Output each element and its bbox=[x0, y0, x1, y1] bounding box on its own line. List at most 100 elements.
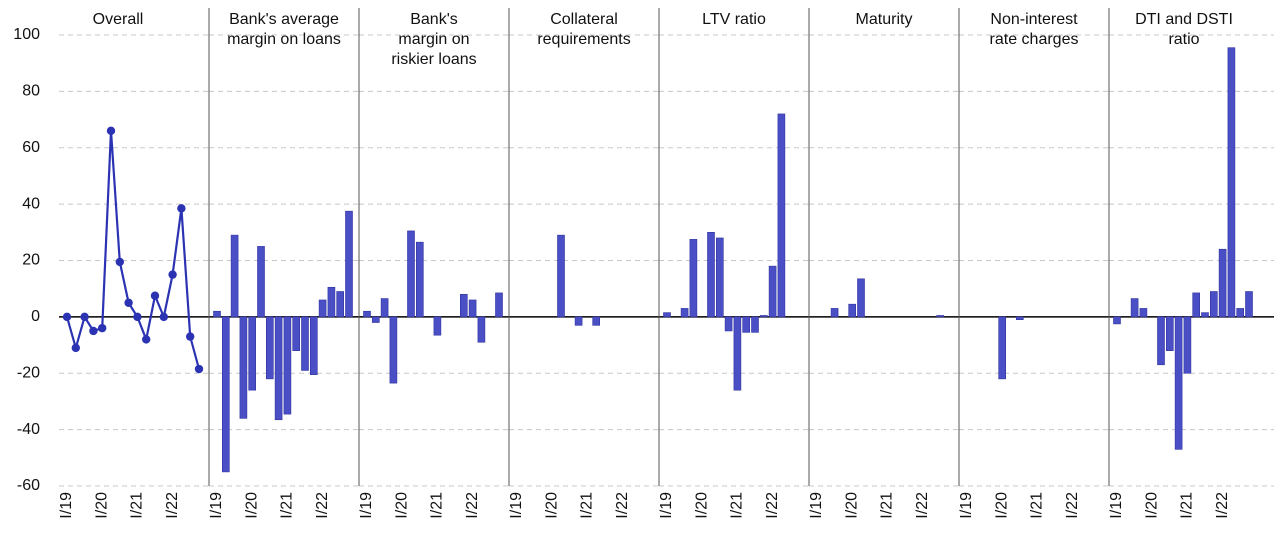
bar bbox=[407, 230, 415, 318]
bar bbox=[707, 232, 715, 318]
x-tick-label: I/22 bbox=[764, 492, 781, 519]
x-tick-label: I/19 bbox=[508, 492, 525, 519]
bar bbox=[1210, 291, 1218, 318]
x-tick-label: I/22 bbox=[914, 492, 931, 519]
bar bbox=[848, 303, 857, 318]
bar bbox=[327, 286, 336, 318]
bar bbox=[689, 239, 698, 318]
bar bbox=[336, 291, 345, 318]
x-tick-label: I/19 bbox=[808, 492, 825, 519]
x-tick-label: I/19 bbox=[1108, 492, 1125, 519]
bar bbox=[857, 278, 865, 318]
x-tick-label: I/21 bbox=[579, 492, 596, 519]
panel-title: margin on bbox=[398, 31, 469, 48]
point bbox=[115, 257, 125, 267]
x-tick-label: I/19 bbox=[208, 492, 225, 519]
x-tick-label: I/22 bbox=[1064, 492, 1081, 519]
bar bbox=[213, 310, 221, 318]
panel-title: LTV ratio bbox=[702, 11, 766, 28]
bar bbox=[1236, 308, 1244, 318]
bar bbox=[1130, 298, 1139, 318]
x-tick-label: I/22 bbox=[314, 492, 331, 519]
panel-title: DTI and DSTI bbox=[1135, 11, 1233, 28]
x-tick-label: I/20 bbox=[243, 492, 260, 519]
point bbox=[194, 364, 204, 374]
x-tick-label: I/21 bbox=[129, 492, 146, 519]
panel-title: margin on loans bbox=[227, 31, 341, 48]
x-tick-label: I/21 bbox=[1029, 492, 1046, 519]
bar bbox=[1218, 248, 1227, 318]
point bbox=[89, 326, 98, 336]
point bbox=[186, 332, 195, 341]
x-tick-label: I/22 bbox=[164, 492, 181, 519]
bar bbox=[433, 316, 442, 336]
bar bbox=[742, 316, 751, 333]
x-tick-label: I/21 bbox=[1179, 492, 1196, 519]
bar bbox=[389, 316, 398, 384]
panel-title: requirements bbox=[537, 31, 630, 48]
bar bbox=[1183, 316, 1192, 374]
x-tick-label: I/22 bbox=[464, 492, 481, 519]
y-tick-label: 60 bbox=[22, 139, 40, 156]
x-tick-label: I/20 bbox=[693, 492, 710, 519]
point bbox=[62, 312, 72, 322]
y-tick-label: 0 bbox=[31, 308, 40, 325]
x-tick-label: I/20 bbox=[543, 492, 560, 519]
bar bbox=[380, 298, 389, 318]
bar bbox=[230, 234, 239, 318]
bar bbox=[345, 210, 353, 318]
bar bbox=[459, 294, 468, 318]
panel-title: Non-interest bbox=[990, 11, 1078, 28]
bar bbox=[1192, 292, 1200, 318]
panel-title: rate charges bbox=[990, 31, 1079, 48]
bar bbox=[239, 316, 248, 419]
bar bbox=[274, 316, 283, 421]
bar bbox=[759, 315, 768, 318]
x-tick-label: I/21 bbox=[279, 492, 296, 519]
point bbox=[133, 312, 142, 322]
bar bbox=[371, 316, 380, 323]
bar bbox=[724, 316, 733, 332]
bar bbox=[733, 316, 742, 391]
bar bbox=[363, 310, 371, 318]
x-tick-label: I/19 bbox=[658, 492, 675, 519]
bar bbox=[222, 316, 230, 473]
panel-title: Maturity bbox=[856, 11, 913, 28]
y-tick-label: 20 bbox=[22, 252, 40, 269]
point bbox=[177, 204, 186, 213]
bar bbox=[1245, 291, 1253, 318]
x-tick-label: I/22 bbox=[1214, 492, 1231, 519]
y-tick-label: 80 bbox=[22, 83, 40, 100]
bar bbox=[936, 315, 945, 318]
bar bbox=[1174, 316, 1183, 450]
bar bbox=[751, 316, 759, 333]
bar bbox=[777, 113, 786, 318]
bar bbox=[830, 308, 839, 318]
x-tick-label: I/22 bbox=[614, 492, 631, 519]
panel-title: ratio bbox=[1168, 31, 1199, 48]
panel-title: Bank's bbox=[410, 11, 458, 28]
bar bbox=[680, 308, 689, 318]
bar bbox=[309, 316, 318, 375]
point bbox=[124, 298, 133, 307]
point bbox=[98, 323, 107, 333]
bar bbox=[318, 299, 327, 318]
panel-title: Overall bbox=[93, 11, 144, 28]
point bbox=[159, 312, 168, 322]
line bbox=[65, 130, 201, 370]
bar bbox=[283, 316, 292, 415]
x-tick-label: I/19 bbox=[958, 492, 975, 519]
x-tick-label: I/19 bbox=[58, 492, 75, 519]
point bbox=[80, 312, 89, 322]
bar bbox=[768, 265, 777, 318]
x-tick-label: I/20 bbox=[393, 492, 410, 519]
bar bbox=[592, 316, 601, 326]
point bbox=[142, 335, 151, 344]
x-tick-label: I/21 bbox=[429, 492, 446, 519]
x-tick-label: I/21 bbox=[879, 492, 896, 519]
bar bbox=[663, 312, 671, 318]
bar bbox=[1113, 316, 1121, 325]
bar bbox=[574, 316, 583, 326]
y-tick-label: -20 bbox=[17, 364, 40, 381]
